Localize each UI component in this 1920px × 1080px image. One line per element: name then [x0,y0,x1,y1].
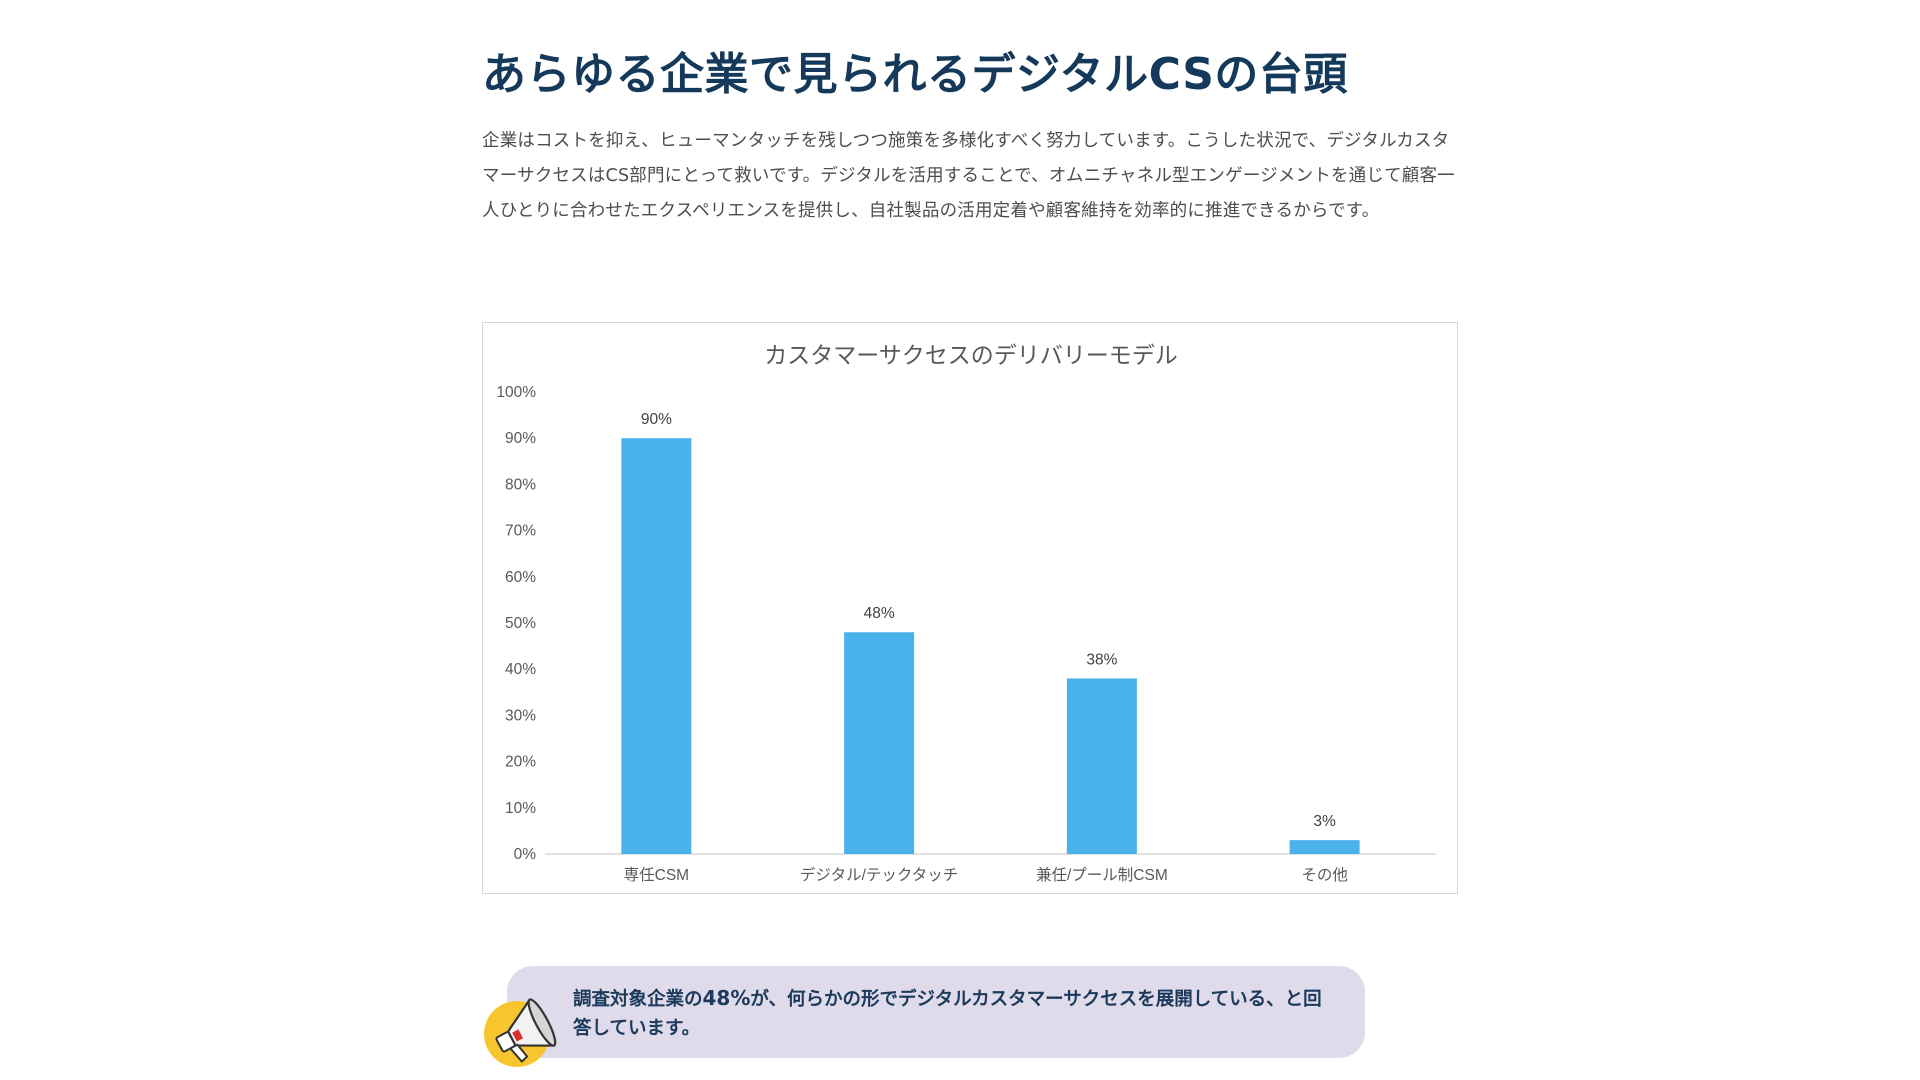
bar-value-label: 48% [864,605,895,622]
bar [844,632,915,854]
chart-title: カスタマーサクセスのデリバリーモデル [764,342,1178,368]
bar-chart: カスタマーサクセスのデリバリーモデル 0% 10% 20% 30% 40% 50% 60% 7… [496,342,1436,884]
x-tick-label: その他 [1301,866,1348,884]
y-tick-label: 60% [505,569,536,586]
y-tick-label: 40% [505,661,536,678]
bar [1289,840,1360,854]
megaphone-icon [482,992,562,1072]
callout-text: 調査対象企業の48%が、何らかの形でデジタルカスタマーサクセスを展開している、と… [573,984,1339,1043]
callout-text-before: 調査対象企業の [573,989,703,1010]
y-tick-label: 90% [505,430,536,447]
chart-card: カスタマーサクセスのデリバリーモデル 0% 10% 20% 30% 40% 50% 60% 7… [482,322,1458,894]
callout-box: 調査対象企業の48%が、何らかの形でデジタルカスタマーサクセスを展開している、と… [507,966,1365,1058]
callout-text-after: が、何らかの形でデジタルカスタマーサクセスを展開している、と回答しています。 [573,989,1322,1039]
bars: 90% 48% 38% 3% [621,411,1360,854]
bar [1066,678,1137,854]
y-tick-label: 80% [505,476,536,493]
y-tick-label: 0% [514,846,537,863]
x-tick-label: 兼任/プール制CSM [1036,866,1168,884]
x-axis: 専任CSM デジタル/テックタッチ 兼任/プール制CSM その他 [624,865,1348,884]
x-tick-label: デジタル/テックタッチ [800,865,958,884]
bar-value-label: 38% [1086,651,1117,668]
y-tick-label: 50% [505,615,536,632]
bar-value-label: 3% [1313,813,1336,830]
page-title: あらゆる企業で見られるデジタルCSの台頭 [482,49,1348,100]
y-tick-label: 10% [505,800,536,817]
x-tick-label: 専任CSM [624,866,689,884]
bar-value-label: 90% [641,411,672,428]
y-axis: 0% 10% 20% 30% 40% 50% 60% 70% 80% 90% 100% [496,384,536,863]
main-content: あらゆる企業で見られるデジタルCSの台頭 企業はコストを抑え、ヒューマンタッチを… [482,40,1458,229]
y-tick-label: 20% [505,754,536,771]
y-tick-label: 100% [496,384,536,401]
callout-highlight: 48% [702,986,751,1010]
intro-paragraph: 企業はコストを抑え、ヒューマンタッチを残しつつ施策を多様化すべく努力しています。… [482,131,1455,221]
bar [621,438,692,854]
y-tick-label: 30% [505,707,536,724]
y-tick-label: 70% [505,523,536,540]
